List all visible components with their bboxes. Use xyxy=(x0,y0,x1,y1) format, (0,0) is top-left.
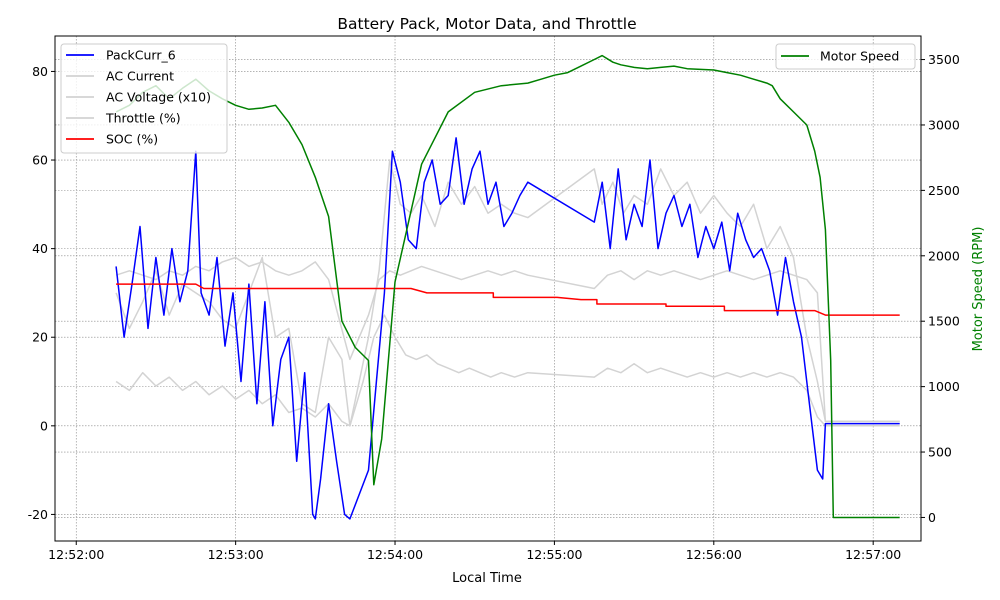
legend-left: PackCurr_6 AC Current AC Voltage (x10) Thro… xyxy=(60,43,228,154)
series-line xyxy=(115,137,900,520)
y-left-tick-label: 40 xyxy=(32,241,48,256)
series-line xyxy=(115,159,900,427)
legend-right-box xyxy=(775,43,916,70)
x-tick-label: 12:54:00 xyxy=(367,547,423,562)
legend-left-box xyxy=(60,43,228,154)
y-right-tick-label: 3000 xyxy=(928,117,960,132)
x-axis-label: Local Time xyxy=(452,571,522,586)
legend-right: Motor Speed xyxy=(775,43,916,70)
y-axis-left: -20 0 20 40 60 80 xyxy=(28,64,55,522)
legend-label: SOC (%) xyxy=(106,132,158,147)
x-tick-label: 12:56:00 xyxy=(686,547,742,562)
series-line xyxy=(115,256,900,423)
y-left-tick-label: -20 xyxy=(28,507,48,522)
y-right-tick-label: 2500 xyxy=(928,183,960,198)
y-left-tick-label: 20 xyxy=(32,330,48,345)
y-right-tick-label: 1500 xyxy=(928,314,960,329)
x-axis: 12:52:00 12:53:00 12:54:00 12:55:00 12:56:00… xyxy=(48,541,901,562)
legend-label: Motor Speed xyxy=(820,49,899,64)
plot-area-frame xyxy=(54,35,922,542)
series-line xyxy=(115,314,900,427)
y-right-tick-label: 2000 xyxy=(928,248,960,263)
legend-label: AC Current xyxy=(106,69,174,84)
y-right-tick-label: 0 xyxy=(928,510,936,525)
y-right-tick-label: 500 xyxy=(928,445,952,460)
y-axis-right-label: Motor Speed (RPM) xyxy=(971,227,986,352)
y-right-tick-label: 1000 xyxy=(928,379,960,394)
y-left-tick-label: 60 xyxy=(32,153,48,168)
legend-label: Throttle (%) xyxy=(105,111,181,126)
x-tick-label: 12:53:00 xyxy=(208,547,264,562)
x-tick-label: 12:52:00 xyxy=(48,547,104,562)
series-layer xyxy=(115,54,900,520)
legend-label: AC Voltage (x10) xyxy=(106,90,211,105)
legend-label: PackCurr_6 xyxy=(106,48,176,63)
x-tick-label: 12:57:00 xyxy=(845,547,901,562)
series-line xyxy=(115,54,900,519)
y-right-tick-label: 3500 xyxy=(928,52,960,67)
y-axis-right: 0 500 1000 1500 2000 2500 3000 3500 xyxy=(921,52,960,525)
y-left-tick-label: 0 xyxy=(40,418,48,433)
series-line xyxy=(116,283,900,316)
chart-title: Battery Pack, Motor Data, and Throttle xyxy=(337,15,636,33)
y-left-tick-label: 80 xyxy=(32,64,48,79)
x-tick-label: 12:55:00 xyxy=(526,547,582,562)
